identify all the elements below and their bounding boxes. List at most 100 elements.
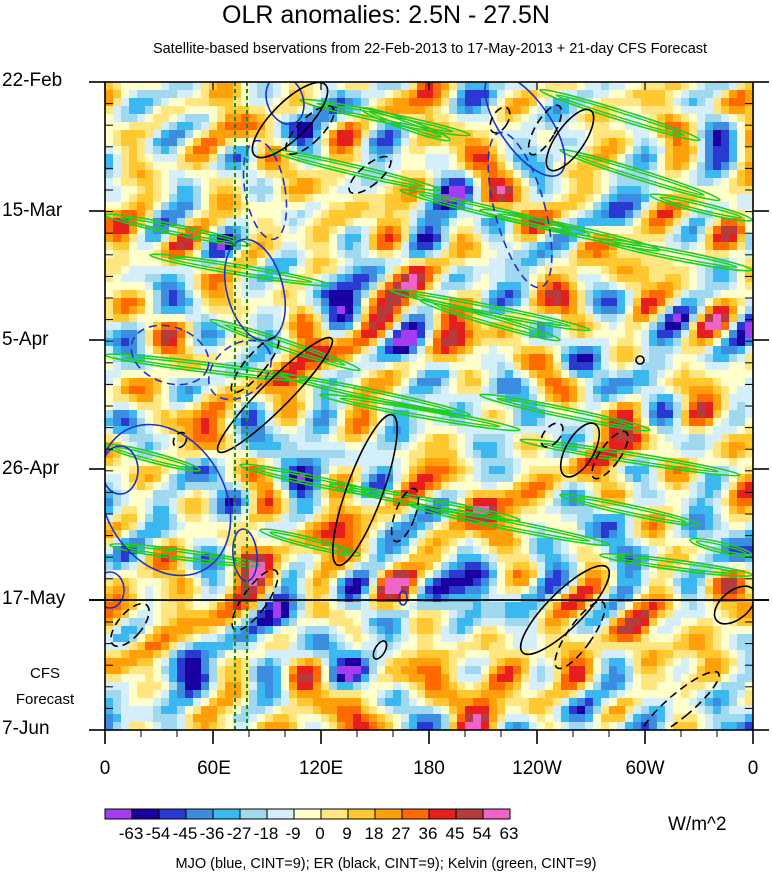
olr-anomaly-cell: [625, 338, 634, 347]
olr-anomaly-cell: [737, 338, 746, 347]
olr-anomaly-cell: [345, 266, 354, 275]
olr-anomaly-cell: [745, 258, 753, 267]
olr-anomaly-cell: [529, 258, 538, 267]
olr-anomaly-cell: [241, 434, 250, 443]
olr-anomaly-cell: [529, 194, 538, 203]
olr-anomaly-cell: [153, 242, 162, 251]
olr-anomaly-cell: [457, 370, 466, 379]
olr-anomaly-cell: [449, 306, 458, 315]
olr-anomaly-cell: [169, 522, 178, 531]
olr-anomaly-cell: [553, 490, 562, 499]
olr-anomaly-cell: [553, 282, 562, 291]
olr-anomaly-cell: [729, 546, 738, 555]
olr-anomaly-cell: [305, 218, 314, 227]
olr-anomaly-cell: [281, 434, 290, 443]
olr-anomaly-cell: [449, 314, 458, 323]
olr-anomaly-cell: [161, 562, 170, 571]
olr-anomaly-cell: [409, 442, 418, 451]
olr-anomaly-cell: [177, 106, 186, 115]
olr-anomaly-cell: [289, 362, 298, 371]
olr-anomaly-cell: [489, 506, 498, 515]
olr-anomaly-cell: [465, 98, 474, 107]
olr-anomaly-cell: [289, 234, 298, 243]
chart-title: OLR anomalies: 2.5N - 27.5N: [222, 1, 550, 29]
olr-anomaly-cell: [209, 178, 218, 187]
olr-anomaly-cell: [489, 298, 498, 307]
olr-anomaly-cell: [425, 306, 434, 315]
olr-anomaly-cell: [553, 234, 562, 243]
olr-anomaly-cell: [569, 386, 578, 395]
olr-anomaly-cell: [457, 442, 466, 451]
olr-anomaly-cell: [441, 386, 450, 395]
olr-anomaly-cell: [649, 410, 658, 419]
olr-anomaly-cell: [529, 426, 538, 435]
olr-anomaly-cell: [697, 362, 706, 371]
olr-anomaly-cell: [673, 146, 682, 155]
olr-anomaly-cell: [481, 178, 490, 187]
olr-anomaly-cell: [353, 538, 362, 547]
olr-anomaly-cell: [633, 282, 642, 291]
olr-anomaly-cell: [137, 250, 146, 259]
olr-anomaly-cell: [185, 418, 194, 427]
olr-anomaly-cell: [441, 290, 450, 299]
olr-anomaly-cell: [377, 330, 386, 339]
olr-anomaly-cell: [729, 98, 738, 107]
olr-anomaly-cell: [513, 498, 522, 507]
olr-anomaly-cell: [689, 146, 698, 155]
olr-anomaly-cell: [489, 442, 498, 451]
olr-anomaly-cell: [409, 570, 418, 579]
olr-anomaly-cell: [689, 114, 698, 123]
olr-anomaly-cell: [161, 426, 170, 435]
olr-anomaly-cell: [729, 386, 738, 395]
olr-anomaly-cell: [113, 130, 122, 139]
olr-anomaly-cell: [609, 338, 618, 347]
olr-anomaly-cell: [113, 314, 122, 323]
olr-anomaly-cell: [313, 274, 322, 283]
olr-anomaly-cell: [689, 170, 698, 179]
olr-anomaly-cell: [313, 226, 322, 235]
olr-anomaly-cell: [561, 274, 570, 283]
olr-anomaly-cell: [729, 178, 738, 187]
olr-anomaly-cell: [233, 170, 242, 179]
olr-anomaly-cell: [185, 378, 194, 387]
olr-anomaly-cell: [497, 466, 506, 475]
olr-anomaly-cell: [305, 362, 314, 371]
olr-anomaly-cell: [617, 130, 626, 139]
olr-anomaly-cell: [321, 562, 330, 571]
olr-anomaly-cell: [713, 122, 722, 131]
olr-anomaly-cell: [529, 114, 538, 123]
olr-anomaly-cell: [513, 138, 522, 147]
olr-anomaly-cell: [281, 450, 290, 459]
olr-anomaly-cell: [385, 234, 394, 243]
olr-anomaly-cell: [185, 322, 194, 331]
olr-anomaly-cell: [137, 186, 146, 195]
olr-anomaly-cell: [209, 234, 218, 243]
olr-anomaly-cell: [537, 378, 546, 387]
olr-anomaly-cell: [257, 418, 266, 427]
olr-anomaly-cell: [417, 522, 426, 531]
olr-anomaly-cell: [345, 154, 354, 163]
olr-anomaly-cell: [137, 114, 146, 123]
olr-anomaly-cell: [745, 490, 753, 499]
olr-anomaly-cell: [329, 330, 338, 339]
olr-anomaly-cell: [177, 434, 186, 443]
olr-anomaly-cell: [361, 522, 370, 531]
olr-anomaly-cell: [705, 306, 714, 315]
olr-anomaly-cell: [169, 250, 178, 259]
olr-anomaly-cell: [201, 98, 210, 107]
olr-anomaly-cell: [537, 266, 546, 275]
olr-anomaly-cell: [257, 346, 266, 355]
olr-anomaly-cell: [113, 410, 122, 419]
olr-anomaly-cell: [649, 298, 658, 307]
olr-anomaly-cell: [193, 330, 202, 339]
olr-anomaly-cell: [705, 202, 714, 211]
olr-anomaly-cell: [161, 98, 170, 107]
olr-anomaly-cell: [449, 146, 458, 155]
olr-anomaly-cell: [457, 162, 466, 171]
olr-anomaly-cell: [521, 90, 530, 99]
olr-anomaly-cell: [473, 450, 482, 459]
olr-anomaly-cell: [265, 306, 274, 315]
olr-anomaly-cell: [705, 266, 714, 275]
olr-anomaly-cell: [265, 154, 274, 163]
olr-anomaly-cell: [121, 362, 130, 371]
